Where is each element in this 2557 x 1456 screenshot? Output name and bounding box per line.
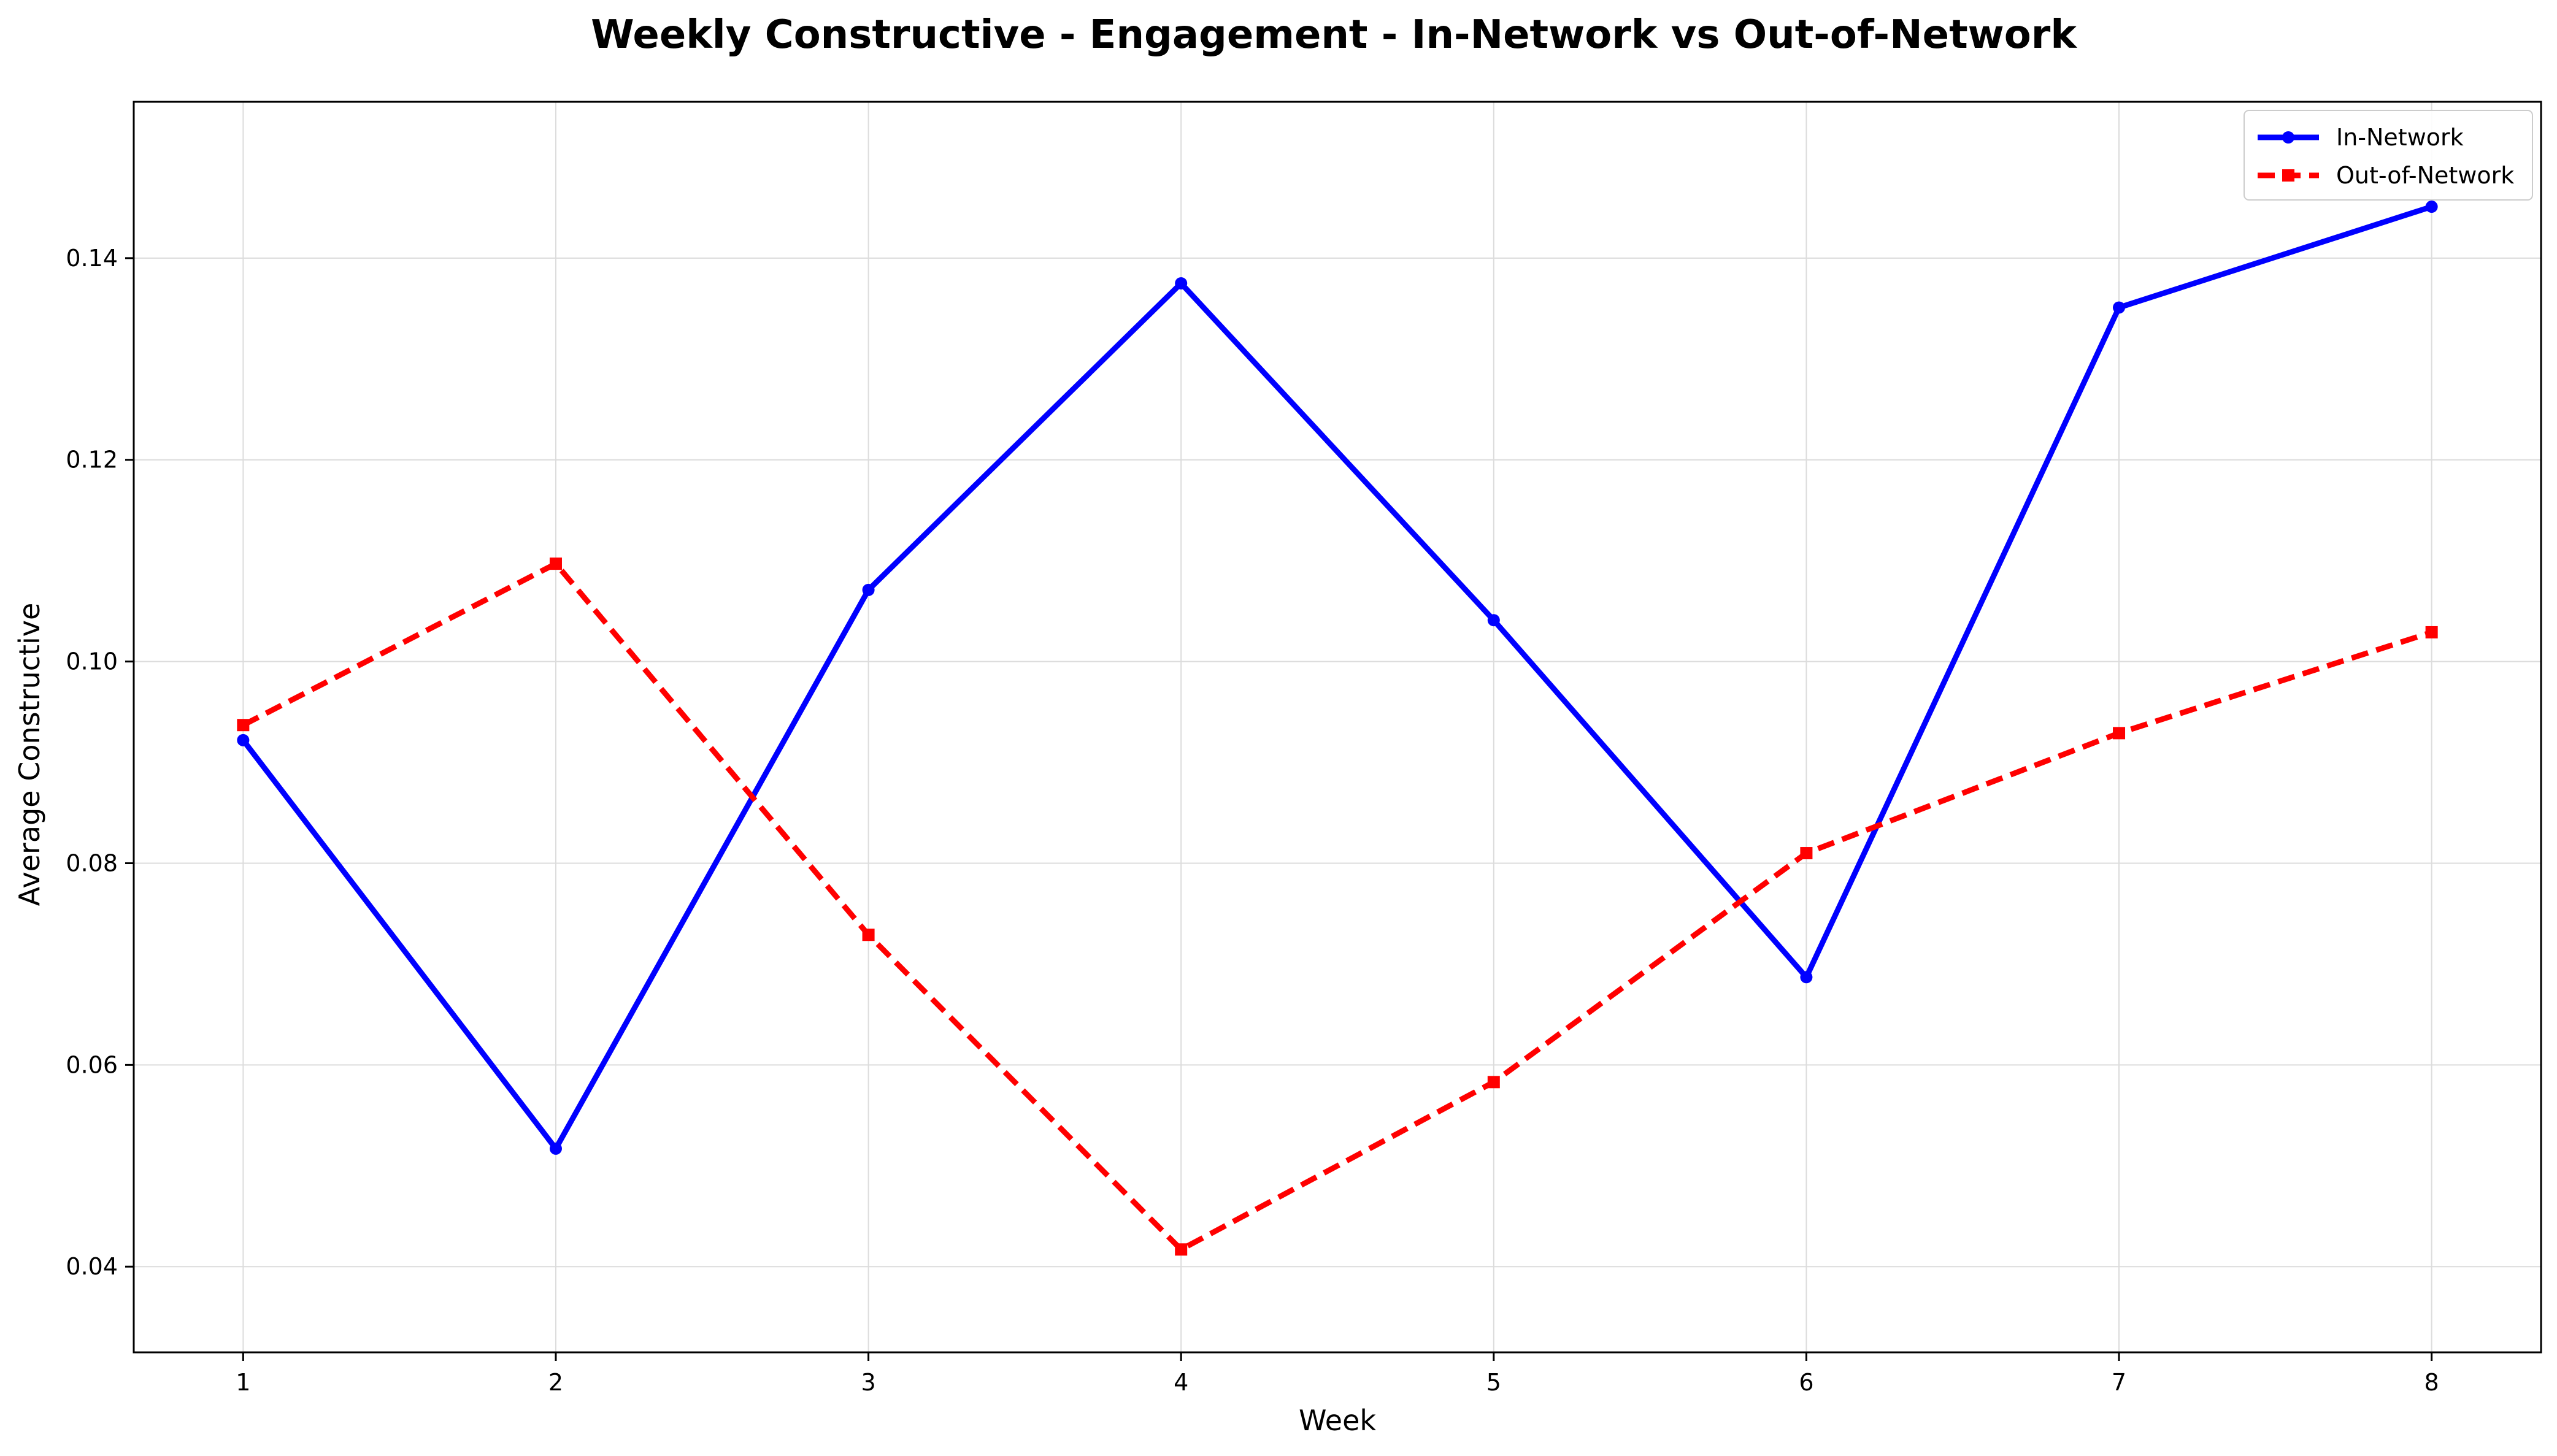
out-of-network-point	[2425, 626, 2438, 638]
x-tick-label: 7	[2112, 1369, 2126, 1396]
x-tick-label: 3	[861, 1369, 875, 1396]
y-tick-label: 0.12	[66, 446, 118, 473]
in-network-point	[1487, 614, 1500, 627]
x-tick-label: 2	[548, 1369, 563, 1396]
plot-frame	[133, 101, 2542, 1354]
y-tick-label: 0.04	[66, 1253, 118, 1280]
x-axis-label: Week	[1299, 1404, 1376, 1437]
legend-label-in-network: In-Network	[2336, 124, 2464, 151]
in-network-point	[549, 1142, 562, 1155]
y-tick-label: 0.08	[66, 849, 118, 876]
x-tick-label: 1	[236, 1369, 250, 1396]
axes: 1 2 3 4 5 6 7 8 0.04 0.06 0.08 0.10 0.12 0.14	[66, 245, 2439, 1396]
chart-title: Weekly Constructive - Engagement - In-Ne…	[591, 12, 2077, 58]
y-axis-label: Average Constructive	[13, 603, 46, 906]
series-layer	[237, 201, 2438, 1256]
in-network-point	[1175, 277, 1188, 289]
legend-marker-out-of-network	[2282, 169, 2294, 182]
grid	[134, 102, 2541, 1352]
in-network-point	[237, 734, 250, 746]
out-of-network-point	[1800, 847, 1813, 860]
y-tick-label: 0.10	[66, 648, 118, 675]
legend-marker-in-network	[2282, 131, 2294, 144]
x-tick-label: 5	[1486, 1369, 1501, 1396]
x-tick-label: 4	[1174, 1369, 1188, 1396]
out-of-network-point	[2113, 727, 2126, 740]
out-of-network-point	[1175, 1243, 1188, 1256]
out-of-network-line	[242, 561, 2433, 1252]
out-of-network-point	[862, 929, 875, 941]
in-network-point	[2113, 301, 2126, 314]
in-network-line	[240, 204, 2435, 1152]
in-network-point	[862, 583, 875, 596]
out-of-network-point	[549, 557, 562, 570]
in-network-point	[2425, 201, 2438, 213]
out-of-network-point	[1487, 1076, 1500, 1089]
legend-label-out-of-network: Out-of-Network	[2336, 162, 2514, 189]
x-tick-label: 6	[1799, 1369, 1813, 1396]
out-of-network-point	[237, 719, 250, 732]
in-network-point	[1800, 971, 1813, 984]
y-tick-label: 0.14	[66, 245, 118, 272]
x-tick-label: 8	[2424, 1369, 2439, 1396]
legend: In-Network Out-of-Network	[2244, 110, 2533, 201]
y-tick-label: 0.06	[66, 1051, 118, 1078]
